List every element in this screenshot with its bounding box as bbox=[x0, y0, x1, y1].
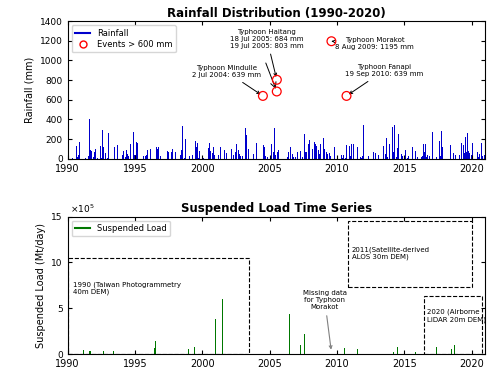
Text: Missing data
for Typhoon
Morakot: Missing data for Typhoon Morakot bbox=[302, 290, 346, 349]
Bar bbox=[124, 296, 125, 354]
Point bbox=[273, 77, 281, 83]
Point bbox=[342, 93, 350, 99]
Text: $\times10^5$: $\times10^5$ bbox=[70, 203, 94, 215]
Bar bbox=[377, 338, 378, 354]
Bar bbox=[428, 344, 429, 354]
Bar bbox=[73, 347, 74, 354]
Bar bbox=[90, 351, 91, 354]
Bar bbox=[229, 334, 230, 354]
Bar bbox=[454, 345, 455, 354]
Text: Typhoon Haitang
18 Jul 2005: 684 mm
19 Jul 2005: 803 mm: Typhoon Haitang 18 Jul 2005: 684 mm 19 J… bbox=[230, 29, 304, 76]
Bar bbox=[279, 308, 280, 354]
Bar bbox=[137, 349, 138, 354]
Text: 2011(Satellite-derived
ALOS 30m DEM): 2011(Satellite-derived ALOS 30m DEM) bbox=[352, 246, 430, 260]
Text: 1990 (Taiwan Photogrammetry
40m DEM): 1990 (Taiwan Photogrammetry 40m DEM) bbox=[73, 281, 181, 295]
Bar bbox=[389, 352, 390, 354]
Bar bbox=[289, 314, 290, 354]
Bar bbox=[155, 341, 156, 354]
Bar bbox=[330, 226, 331, 354]
Bar bbox=[268, 341, 269, 354]
Bar bbox=[266, 336, 267, 354]
Y-axis label: Suspended Load (Mt/day): Suspended Load (Mt/day) bbox=[36, 223, 46, 348]
Bar bbox=[149, 345, 150, 354]
Text: Typhoon Morakot
8 Aug 2009: 1195 mm: Typhoon Morakot 8 Aug 2009: 1195 mm bbox=[332, 37, 414, 50]
Bar bbox=[126, 347, 127, 354]
Bar bbox=[446, 345, 447, 354]
Text: Typhoon Mindulle
2 Jul 2004: 639 mm: Typhoon Mindulle 2 Jul 2004: 639 mm bbox=[192, 65, 261, 94]
Legend: Rainfall, Events > 600 mm: Rainfall, Events > 600 mm bbox=[72, 25, 176, 52]
Bar bbox=[199, 350, 200, 354]
Point bbox=[272, 88, 280, 95]
Bar bbox=[83, 350, 84, 354]
Bar bbox=[437, 348, 438, 354]
Bar bbox=[436, 347, 437, 354]
Bar bbox=[316, 345, 317, 354]
Bar bbox=[154, 349, 155, 354]
Bar bbox=[415, 352, 416, 354]
Title: Suspended Load Time Series: Suspended Load Time Series bbox=[180, 203, 372, 215]
Point bbox=[328, 38, 336, 44]
Bar bbox=[224, 331, 225, 354]
Bar bbox=[384, 351, 385, 354]
Text: Typhoon Fanapi
19 Sep 2010: 639 mm: Typhoon Fanapi 19 Sep 2010: 639 mm bbox=[345, 64, 423, 94]
Bar bbox=[208, 302, 209, 354]
Text: 2020 (Airborne
LiDAR 20m DEM): 2020 (Airborne LiDAR 20m DEM) bbox=[427, 309, 486, 323]
Bar bbox=[397, 347, 398, 354]
Bar bbox=[357, 346, 358, 354]
Bar bbox=[113, 351, 114, 354]
Y-axis label: Rainfall (mm): Rainfall (mm) bbox=[24, 57, 34, 123]
Title: Rainfall Distribution (1990-2020): Rainfall Distribution (1990-2020) bbox=[167, 7, 386, 20]
Legend: Suspended Load: Suspended Load bbox=[72, 221, 170, 236]
Bar bbox=[344, 348, 345, 354]
Point bbox=[259, 93, 267, 99]
Bar bbox=[151, 342, 152, 354]
